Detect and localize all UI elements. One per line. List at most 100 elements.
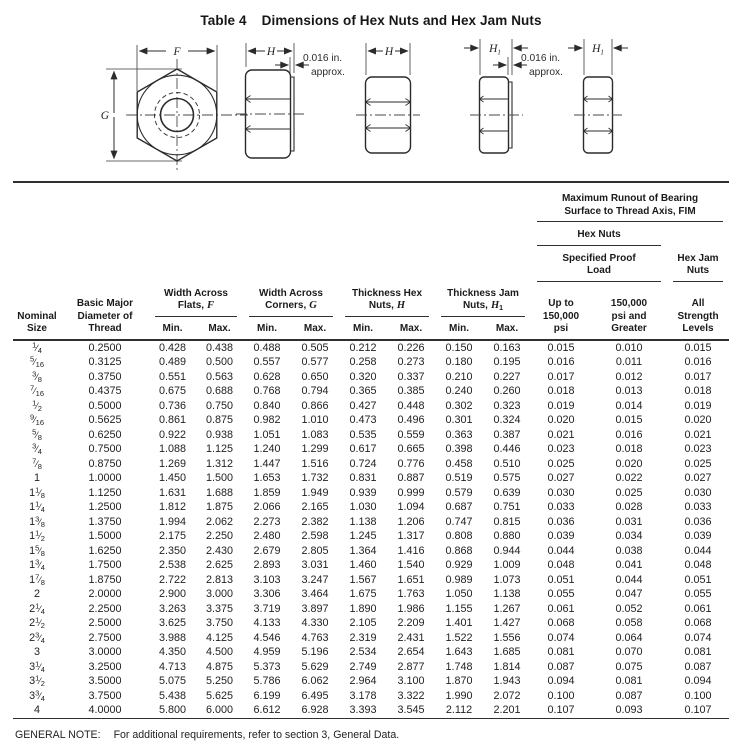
dimension-value-cell: 1.401 [445,617,473,629]
header-psi-and-greater: 150,000 psi and Greater [591,284,667,341]
dimension-value-cell: 0.496 [397,414,425,426]
dimension-value-cell: 2.175 [158,530,187,542]
dimension-value-cell: 0.551 [158,370,187,383]
dimension-value-cell: 0.563 [205,370,234,383]
jam-nut-side-view-washer-face: H1 0.016 in. approx. [464,39,563,154]
dimension-value-cell: 0.018 [684,385,712,397]
general-note: GENERAL NOTE: For additional requirements… [15,729,742,741]
dimension-value-cell: 1.812 [158,501,187,513]
dimension-value-cell: 0.575 [493,472,521,484]
dimension-value-cell: 0.337 [397,370,425,383]
dimension-value-cell: 0.210 [445,370,473,383]
dimension-value-cell: 3.719 [253,602,281,615]
dimension-value-cell: 2.964 [349,675,377,687]
dimension-value-cell: 0.577 [301,356,329,368]
table-row: 5⁄8 0.6250 0.922 0.938 1.051 1.083 0.535 0.559 0… [13,428,729,443]
table-row: 1⁄4 0.2500 0.428 0.438 0.488 0.505 0.212 0.226 0… [13,340,729,356]
dimension-value-cell: 0.027 [547,472,575,484]
dimension-value-cell: 0.019 [547,399,575,412]
dimension-value-cell: 0.535 [349,428,377,441]
nut-body-outline [244,69,292,159]
dimension-value-cell: 1.643 [445,646,473,658]
dimension-value-cell: 0.018 [615,443,643,455]
dimension-value-cell: 3.393 [339,703,387,719]
dimension-value-cell: 0.017 [547,370,575,383]
nominal-size-cell: 3⁄8 [32,369,42,384]
header-hex-nuts: Hex Nuts [531,225,667,249]
dimension-value-cell: 3.247 [301,573,329,586]
spacer-cell [13,182,531,225]
table-row: 11⁄4 1.2500 1.812 1.875 2.066 2.165 1.030 1.094… [13,500,729,515]
dimension-value-cell: 2.7500 [88,631,122,644]
dimension-value-cell: 0.039 [547,530,575,542]
header-runout: Maximum Runout of Bearing Surface to Thr… [531,182,729,225]
dimension-value-cell: 1.460 [349,559,377,571]
dimension-value-cell: 0.023 [684,443,712,455]
dimension-value-cell: 2.749 [349,660,377,673]
dimension-value-cell: 0.866 [301,399,329,412]
dimension-value-cell: 2.105 [349,617,377,629]
dimension-value-cell: 1.990 [445,689,473,702]
dimension-value-cell: 4.0000 [61,703,149,719]
dimension-value-cell: 0.500 [205,356,234,368]
table-row: 31⁄4 3.2500 4.713 4.875 5.373 5.629 2.749 2.877… [13,660,729,675]
table-row: 4 4.0000 5.800 6.000 6.612 6.928 3.393 3.545 2.1… [13,703,729,719]
dimension-value-cell: 0.015 [615,414,643,426]
dimension-value-cell: 0.036 [684,515,712,528]
dimension-value-cell: 0.100 [547,689,575,702]
dimension-value-cell: 0.488 [253,341,281,354]
washer-face-offset-note: 0.016 in. [303,53,342,64]
dimension-value-cell: 1.870 [445,675,473,687]
header-width-across-corners: Width Across Corners, G [243,285,339,320]
dimension-value-cell: 0.776 [397,457,425,470]
header-up-to-psi: Up to 150,000 psi [531,284,591,341]
header-min: Min. [435,319,483,341]
dimension-value-cell: 0.458 [445,457,473,470]
nominal-size-cell: 21⁄2 [29,616,45,630]
dimension-value-cell: 2.319 [349,631,377,644]
dimension-value-cell: 1.317 [397,530,425,542]
dimension-value-cell: 4.546 [253,631,281,644]
table-row: 23⁄4 2.7500 3.988 4.125 4.546 4.763 2.319 2.431… [13,631,729,646]
dimension-value-cell: 0.013 [615,385,643,397]
dimension-value-cell: 0.087 [615,689,643,702]
dimension-value-cell: 0.387 [493,428,521,441]
dimension-value-cell: 1.447 [253,457,281,470]
dim-label-h1: H1 [488,43,501,57]
dimension-value-cell: 0.150 [445,341,473,354]
dimension-value-cell: 0.446 [493,443,521,455]
dimension-value-cell: 0.016 [684,356,712,368]
table-row: 33⁄4 3.7500 5.438 5.625 6.199 6.495 3.178 3.322… [13,689,729,704]
dimension-value-cell: 1.994 [158,515,187,528]
dimension-value-cell: 0.022 [615,472,643,484]
dimension-value-cell: 2.250 [205,530,234,542]
nominal-size-cell: 9⁄16 [29,413,45,427]
dimension-value-cell: 0.015 [547,341,575,354]
header-row-runout: Maximum Runout of Bearing Surface to Thr… [13,182,729,225]
table-row: 9⁄16 0.5625 0.861 0.875 0.982 1.010 0.473 0.496… [13,413,729,428]
dimension-value-cell: 0.051 [547,573,575,586]
dimension-value-cell: 0.212 [349,341,377,354]
table-row: 11⁄8 1.1250 1.631 1.688 1.859 1.949 0.939 0.999… [13,486,729,501]
dimension-value-cell: 1.522 [445,631,473,644]
dimension-value-cell: 6.199 [253,689,281,702]
thread-circle [154,92,200,138]
dimension-value-cell: 0.033 [684,501,712,513]
dimension-value-cell: 0.180 [445,356,473,368]
dimension-value-cell: 3.306 [253,588,281,600]
dimension-value-cell: 0.094 [684,675,712,687]
dimension-value-cell: 5.075 [158,675,187,687]
dimension-value-cell: 2.066 [253,501,281,513]
dimension-value-cell: 0.039 [684,530,712,542]
dimension-value-cell: 3.322 [397,689,425,702]
dimension-value-cell: 0.055 [684,588,712,600]
dimension-value-cell: 1.094 [397,501,425,513]
hex-nut-diagrams: F G H 0.016 in. approx. [101,39,628,173]
dimension-value-cell: 0.107 [667,703,729,719]
table-row: 7⁄8 0.8750 1.269 1.312 1.447 1.516 0.724 0.776 0… [13,457,729,472]
dimension-value-cell: 3.031 [301,559,329,571]
dimension-value-cell: 1.427 [493,617,521,629]
table-row: 3 3.0000 4.350 4.500 4.959 5.196 2.534 2.654 1.6… [13,645,729,660]
dimension-value-cell: 2.654 [397,646,425,658]
dimension-value-cell: 2.805 [301,544,329,557]
